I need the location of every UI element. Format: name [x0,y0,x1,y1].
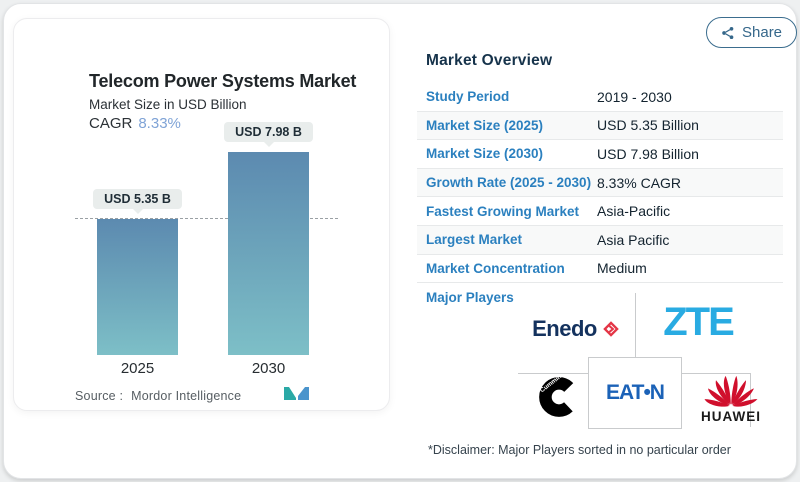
bar-group-2030: USD 7.98 B [224,121,313,355]
table-row: Market Size (2030) USD 7.98 Billion [417,140,783,169]
row-label: Market Size (2025) [426,117,544,133]
major-players-label: Major Players [426,290,514,305]
table-row: Growth Rate (2025 - 2030) 8.33% CAGR [417,168,783,198]
table-row: Fastest Growing Market Asia-Pacific [417,197,783,226]
row-label: Study Period [426,89,510,105]
row-label: Market Concentration [426,260,565,276]
market-size-chart-panel: Telecom Power Systems Market Market Size… [13,18,390,411]
table-row: Study Period 2019 - 2030 [417,83,783,112]
row-label: Largest Market [426,232,523,248]
bar-value-label-2025: USD 5.35 B [93,188,182,209]
row-value: USD 5.35 Billion [597,117,699,134]
share-icon [722,26,734,39]
row-value: USD 7.98 Billion [597,145,699,162]
row-value: Asia Pacific [597,231,670,248]
source-name: Mordor Intelligence [131,389,242,403]
bar-2030 [228,151,309,355]
overview-table: Study Period 2019 - 2030 Market Size (20… [417,83,783,284]
row-value: Asia-Pacific [597,203,671,220]
share-button-label: Share [742,24,783,41]
row-label: Fastest Growing Market [426,203,580,219]
row-value: 8.33% CAGR [597,174,682,191]
enedo-logo-text: Enedo [532,316,597,341]
overview-title: Market Overview [426,52,553,69]
bar-2025 [97,218,178,355]
huawei-logo-text: HUAWEI [701,409,761,424]
row-value: 2019 - 2030 [597,88,672,105]
cummins-logo: Cummins [539,374,579,417]
share-button[interactable]: Share [706,17,798,48]
chart-subtitle: Market Size in USD Billion [89,97,247,112]
table-row: Largest Market Asia Pacific [417,225,783,255]
chart-title: Telecom Power Systems Market [89,71,357,91]
table-row: Market Size (2025) USD 5.35 Billion [417,111,783,141]
enedo-logo: Enedo [520,316,632,342]
zte-logo: ZTE [663,300,735,344]
row-label: Growth Rate (2025 - 2030) [426,175,592,191]
target-dashed-line [75,217,338,219]
cagr-label: CAGR [89,115,133,132]
x-axis-label-2025: 2025 [120,360,155,377]
mordor-intelligence-logo-icon [284,387,309,400]
eaton-logo-text: EAT•N [606,381,665,404]
x-axis-label-2030: 2030 [251,360,286,377]
bar-plot: USD 5.35 B USD 7.98 B [13,118,390,355]
cagr-value: 8.33% [138,115,181,132]
table-row: Market Concentration Medium [417,255,783,284]
row-label: Market Size (2030) [426,146,544,162]
row-value: Medium [597,260,647,277]
eaton-logo-box: EAT•N [588,357,682,429]
bar-value-label-2030: USD 7.98 B [224,121,313,142]
players-grid-divider [635,293,636,357]
cagr-row: CAGR 8.33% [89,115,181,132]
players-disclaimer: *Disclaimer: Major Players sorted in no … [428,443,731,457]
source-label: Source : [75,389,124,403]
huawei-logo: HUAWEI [686,372,776,424]
huawei-flower-icon [704,375,758,407]
source-line: Source : Mordor Intelligence [75,389,241,403]
bar-group-2025: USD 5.35 B [93,188,182,355]
enedo-diamond-icon [603,321,619,337]
